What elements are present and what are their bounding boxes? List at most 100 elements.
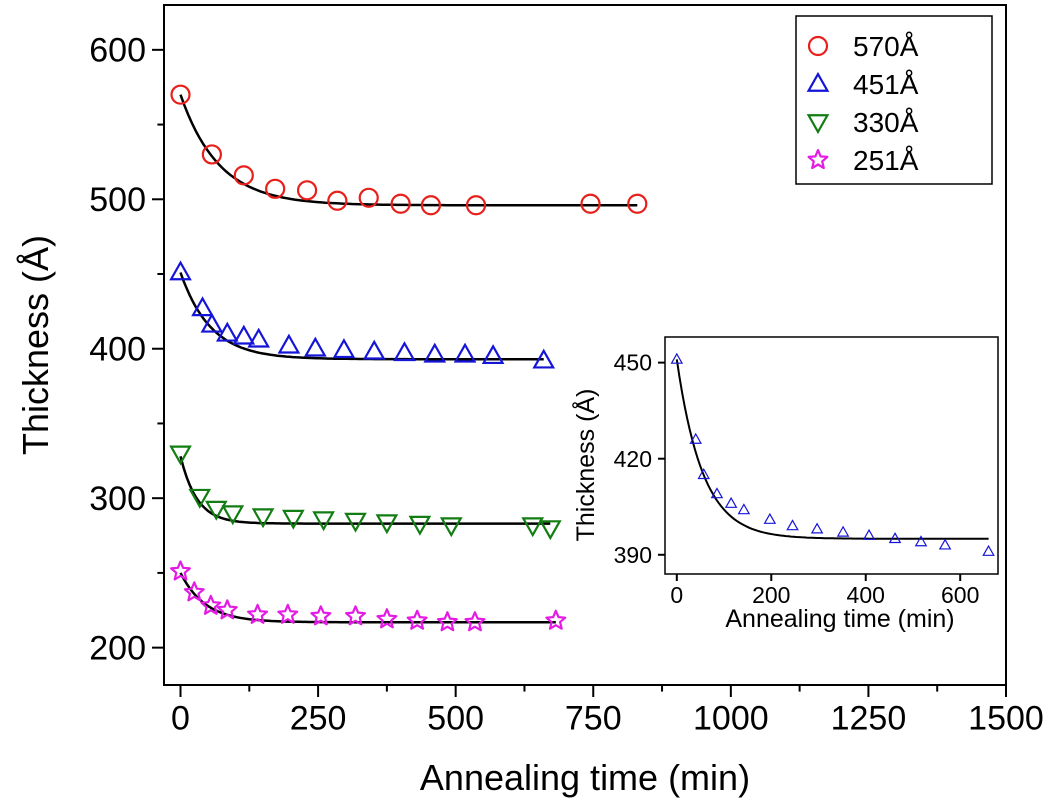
data-point xyxy=(277,603,299,624)
x-tick-label: 0 xyxy=(670,582,683,608)
data-point xyxy=(247,603,269,624)
data-point xyxy=(453,342,477,363)
data-point xyxy=(810,522,824,534)
y-axis-label: Thickness (Å) xyxy=(15,235,56,455)
fit-curve xyxy=(179,272,544,361)
data-point xyxy=(464,611,486,632)
data-point xyxy=(183,581,205,602)
data-point xyxy=(215,321,239,342)
main-axis-ticks: 0 250 500 750 1000 1250 1500 200 300 400 500 600 xyxy=(89,32,1044,738)
data-point xyxy=(312,511,335,532)
x-tick-label: 0 xyxy=(171,699,190,737)
data-point xyxy=(204,500,228,521)
data-point xyxy=(982,544,995,556)
data-point xyxy=(481,344,505,365)
data-point xyxy=(345,605,366,626)
x-tick-label: 250 xyxy=(290,699,347,737)
data-point xyxy=(201,144,222,165)
inset-fit-curve xyxy=(675,359,989,540)
data-point xyxy=(265,178,286,199)
y-tick-label: 300 xyxy=(89,480,146,518)
y-tick-label: 200 xyxy=(89,630,146,668)
data-point xyxy=(277,333,301,354)
y-tick-label: 500 xyxy=(89,181,146,219)
data-point xyxy=(737,503,751,515)
data-point xyxy=(247,327,270,348)
data-point xyxy=(938,538,952,550)
data-point xyxy=(233,165,254,186)
data-point xyxy=(627,193,648,214)
main-fit-curves xyxy=(179,94,638,624)
data-point xyxy=(724,496,738,508)
data-point xyxy=(170,560,191,581)
data-point xyxy=(420,195,442,216)
data-point xyxy=(169,445,192,466)
y-tick-label: 390 xyxy=(614,542,652,568)
inset-axis-ticks: 0 200 400 600 390 420 450 xyxy=(614,350,980,608)
plot-frame xyxy=(163,4,1007,686)
data-point xyxy=(521,517,545,538)
data-point xyxy=(170,84,191,105)
data-point xyxy=(376,608,398,629)
data-point xyxy=(888,532,902,544)
fit-curve xyxy=(179,572,556,624)
data-point xyxy=(200,312,224,333)
y-tick-label: 450 xyxy=(614,350,652,376)
data-point xyxy=(304,336,327,357)
data-point xyxy=(439,517,463,538)
legend-marker xyxy=(807,35,829,57)
data-point xyxy=(232,324,256,345)
data-point xyxy=(216,599,238,620)
x-tick-label: 750 xyxy=(565,699,622,737)
y-tick-label: 400 xyxy=(89,331,146,369)
legend-label: 451Å xyxy=(853,69,919,100)
legend-box xyxy=(795,15,993,185)
x-tick-label: 600 xyxy=(941,582,979,608)
data-point xyxy=(251,508,275,529)
data-point xyxy=(423,342,447,363)
data-point xyxy=(408,515,432,536)
data-point xyxy=(362,339,386,360)
legend-label: 570Å xyxy=(853,31,919,62)
data-point xyxy=(375,514,399,535)
legend-label: 330Å xyxy=(853,107,919,138)
data-point xyxy=(310,605,332,626)
inset-y-axis-label: Thickness (Å) xyxy=(570,389,600,542)
data-point xyxy=(914,535,928,547)
data-point xyxy=(436,611,458,632)
x-axis-label: Annealing time (min) xyxy=(420,757,750,798)
data-point xyxy=(545,609,567,630)
data-point xyxy=(532,348,556,369)
fit-curve xyxy=(179,455,551,525)
fit-curve xyxy=(179,94,638,207)
data-point xyxy=(188,488,212,509)
x-tick-label: 1000 xyxy=(693,699,769,737)
data-point xyxy=(169,260,192,281)
fit-curve xyxy=(675,359,989,540)
inset-data-points xyxy=(670,352,995,556)
data-point xyxy=(786,519,799,531)
data-point xyxy=(538,520,562,541)
inset-frame xyxy=(664,336,999,575)
data-point xyxy=(689,432,702,444)
data-point xyxy=(406,609,428,630)
y-tick-label: 600 xyxy=(89,32,146,70)
data-point xyxy=(332,338,356,359)
data-point xyxy=(358,187,379,208)
y-tick-label: 420 xyxy=(614,446,652,472)
data-point xyxy=(221,505,245,526)
legend-marker xyxy=(806,71,830,92)
data-point xyxy=(697,468,711,480)
x-tick-label: 1500 xyxy=(968,699,1044,737)
data-point xyxy=(200,594,222,615)
legend-marker xyxy=(806,114,830,135)
data-point xyxy=(862,528,876,540)
legend: 570Å 451Å 330Å 251Å xyxy=(806,31,919,176)
data-point xyxy=(327,190,348,211)
data-point xyxy=(393,341,416,362)
x-tick-label: 1250 xyxy=(831,699,907,737)
data-point xyxy=(191,296,214,317)
data-point xyxy=(296,180,318,201)
x-tick-label: 400 xyxy=(847,582,885,608)
